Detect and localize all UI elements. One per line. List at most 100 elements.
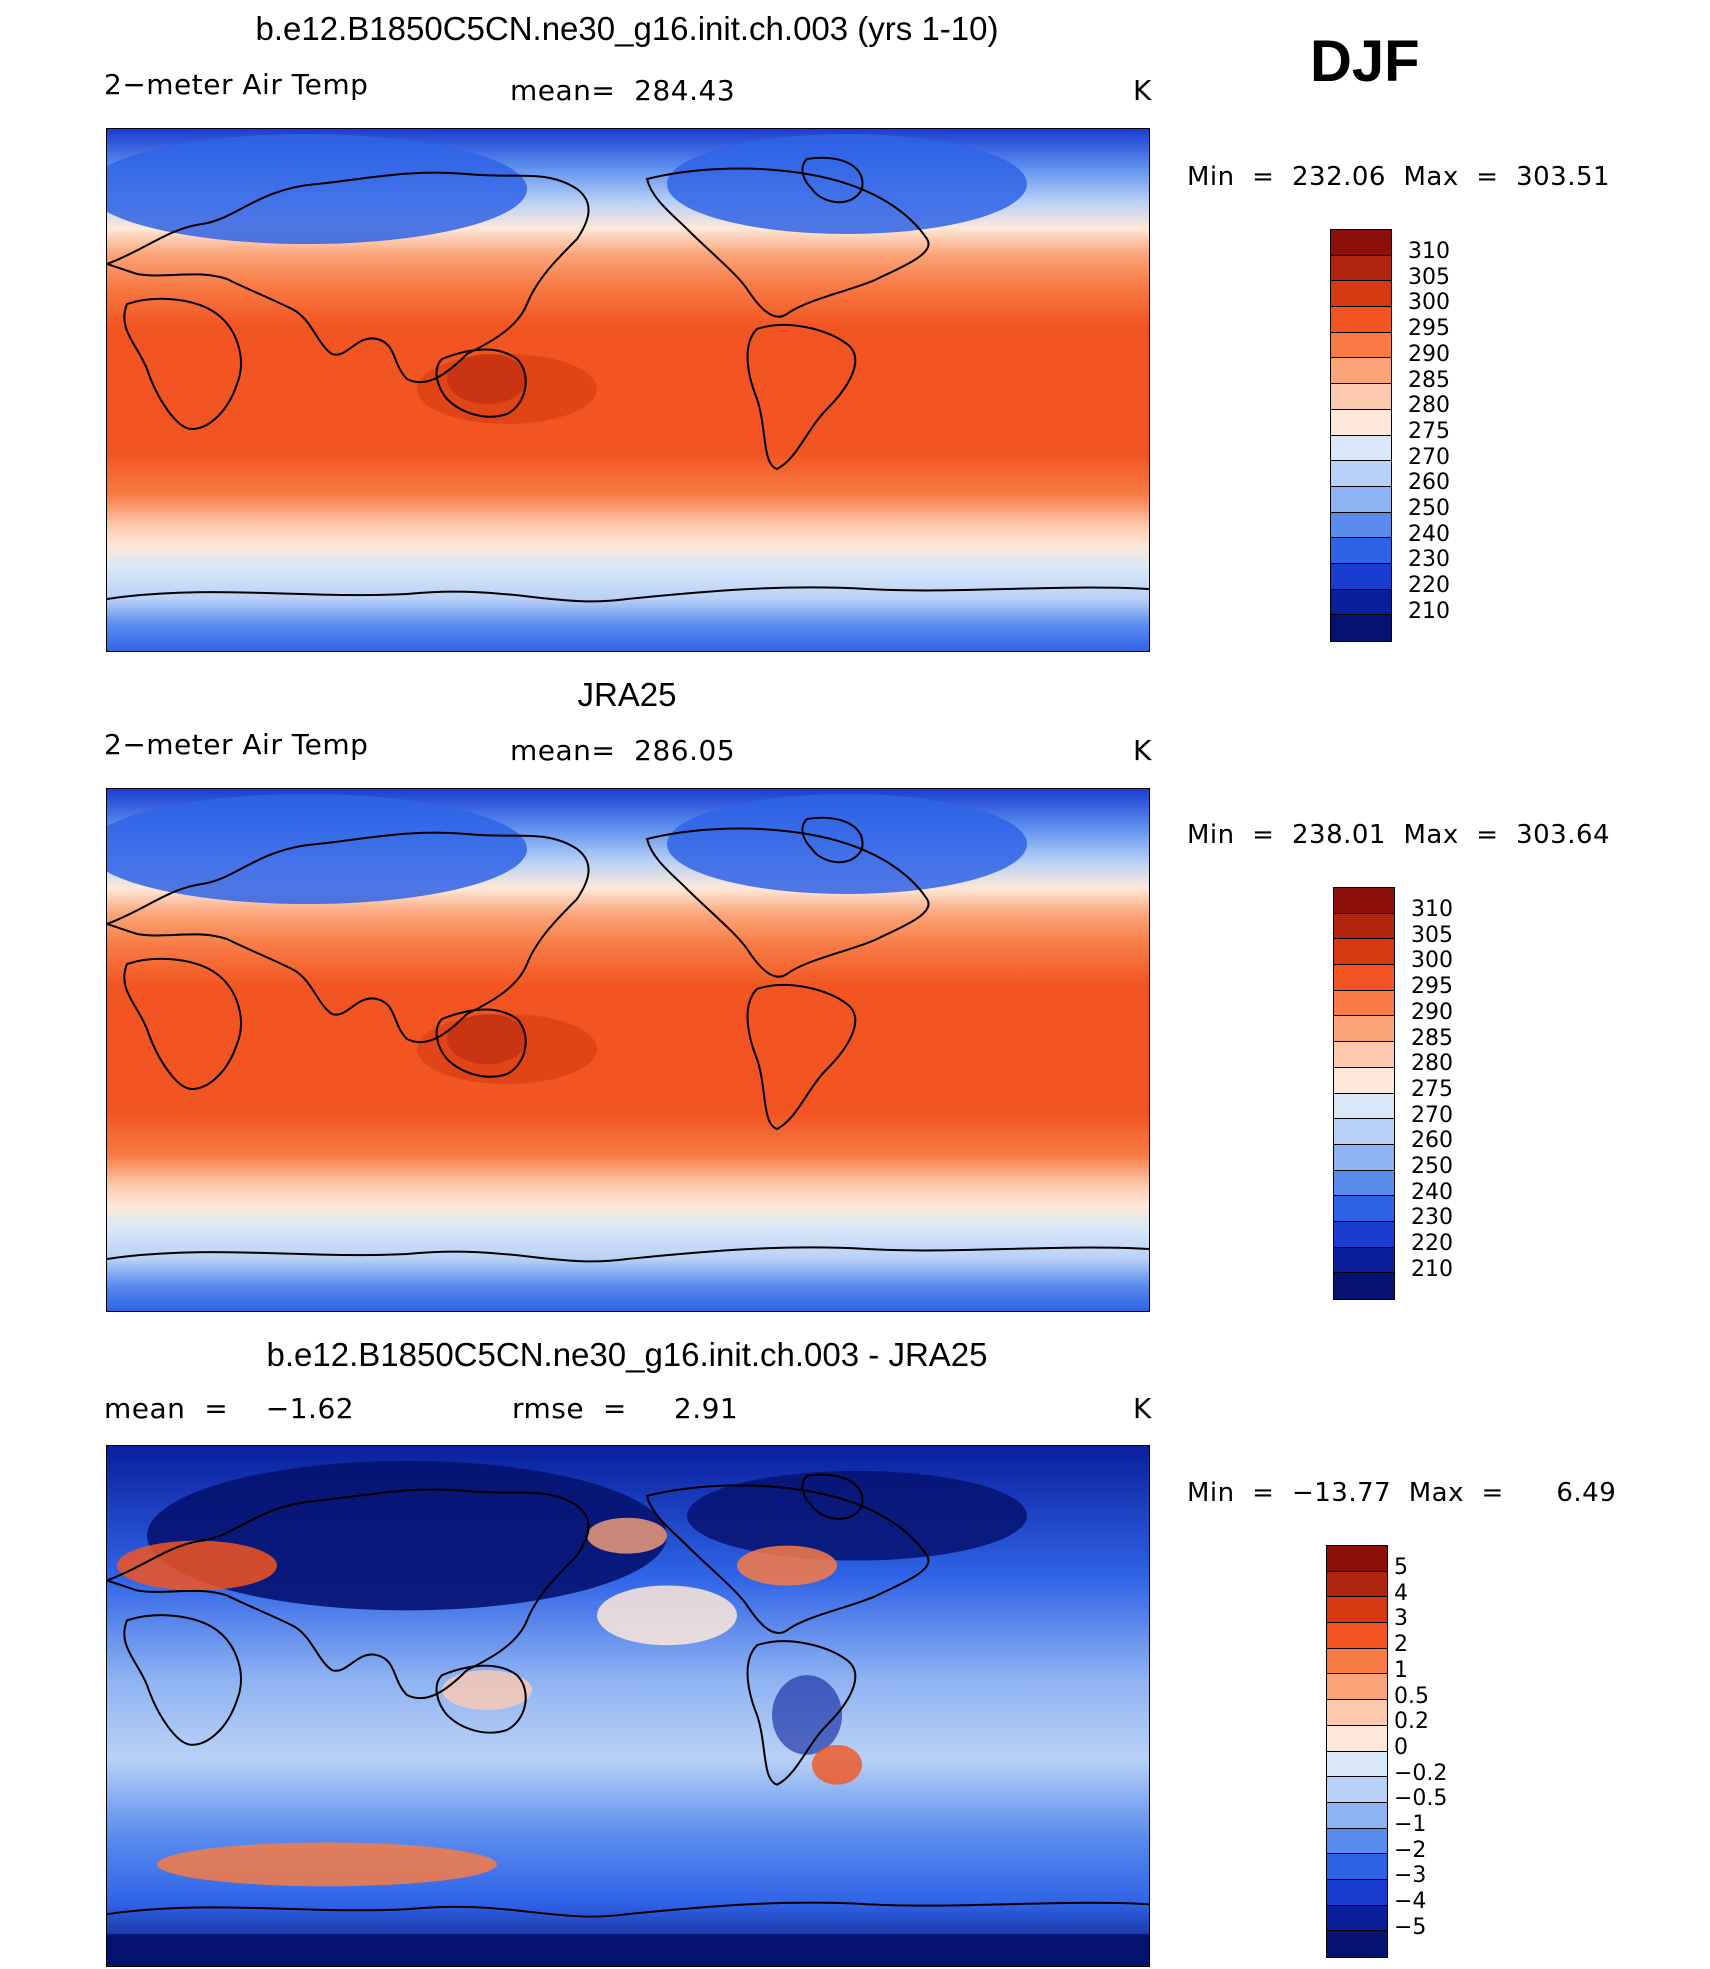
mean-label-model: mean= 284.43 [510,74,736,107]
colorbar-tick-label: 230 [1411,1205,1453,1231]
units-label-model: K [1133,74,1152,107]
colorbar-swatch [1331,307,1391,333]
colorbar-tick-label: 275 [1408,418,1450,444]
colorbar-swatch [1327,1700,1387,1726]
colorbar-swatch [1327,1854,1387,1880]
colorbar-diff [1326,1545,1388,1958]
rmse-label-diff: rmse = 2.91 [512,1392,739,1425]
colorbar-tick-label: 260 [1408,470,1450,496]
colorbar-tick-label: −0.5 [1394,1786,1448,1812]
colorbar-swatch [1334,1042,1394,1068]
colorbar-swatch [1331,512,1391,539]
colorbar-swatch [1334,913,1394,940]
colorbar-tick-label: 275 [1411,1076,1453,1102]
colorbar-tick-label: 0.2 [1394,1709,1429,1735]
colorbar-tick-label: 220 [1408,573,1450,599]
colorbar-tick-label: 260 [1411,1128,1453,1154]
colorbar-swatch [1331,615,1391,641]
colorbar-tick-label: 220 [1411,1231,1453,1257]
colorbar-swatch [1327,1751,1387,1778]
colorbar-swatch [1327,1674,1387,1701]
variable-label-model: 2−meter Air Temp [104,68,369,101]
colorbar-tick-label: 310 [1411,897,1453,922]
colorbar-tick-label: −4 [1394,1889,1427,1915]
colorbar-tick-label: 240 [1408,521,1450,547]
colorbar-swatch [1327,1597,1387,1624]
colorbar-swatch [1331,563,1391,590]
colorbar-swatch [1334,1093,1394,1120]
colorbar-swatch [1331,486,1391,513]
colorbar-swatch [1331,589,1391,616]
colorbar-tick-label: 4 [1394,1580,1408,1606]
colorbar-tick-label: 5 [1394,1555,1408,1580]
colorbar-swatch [1334,1247,1394,1274]
colorbar-tick-label: −2 [1394,1837,1427,1863]
colorbar-tick-label: 305 [1408,264,1450,290]
variable-label-obs: 2−meter Air Temp [104,728,369,761]
colorbar-tick-label: 1 [1394,1657,1408,1683]
colorbar-tick-label: 250 [1408,496,1450,521]
colorbar-tick-label: −1 [1394,1812,1427,1837]
colorbar-swatch [1334,1016,1394,1043]
colorbar-swatch [1331,230,1391,256]
colorbar-swatch [1334,990,1394,1017]
colorbar-swatch [1327,1879,1387,1906]
season-label: DJF [1310,29,1420,94]
colorbar-tick-label: 290 [1411,999,1453,1025]
colorbar-tick-label: 305 [1411,922,1453,948]
colorbar-swatch [1334,939,1394,966]
colorbar-swatch [1334,1144,1394,1171]
colorbar-swatch [1331,255,1391,282]
mean-label-obs: mean= 286.05 [510,734,736,767]
colorbar-tick-label: 295 [1411,974,1453,1000]
colorbar-tick-label: 0.5 [1394,1683,1429,1709]
colorbar-swatch [1334,1196,1394,1222]
panel-title-model: b.e12.B1850C5CN.ne30_g16.init.ch.003 (yr… [255,10,999,47]
colorbar-tick-label: 210 [1411,1256,1453,1282]
colorbar-tick-label: 285 [1411,1025,1453,1051]
map-model-field [107,129,1149,651]
colorbar-swatch [1331,461,1391,487]
colorbar-tick-label: 290 [1408,341,1450,367]
minmax-model: Min = 232.06 Max = 303.51 [1187,162,1611,192]
colorbar-tick-label: 210 [1408,598,1450,624]
colorbar-tick-label: 250 [1411,1154,1453,1179]
map-obs [106,788,1150,1312]
colorbar-swatch [1334,1170,1394,1197]
panel-title-obs: JRA25 [577,676,677,713]
colorbar-tick-label: 270 [1411,1102,1453,1128]
colorbar-tick-label: 230 [1408,547,1450,573]
colorbar-swatch [1327,1777,1387,1803]
colorbar-swatch [1327,1571,1387,1598]
colorbar-tick-label: −3 [1394,1863,1427,1889]
colorbar-swatch [1334,1221,1394,1248]
map-model [106,128,1150,652]
colorbar-swatch [1334,1273,1394,1299]
colorbar-swatch [1331,538,1391,564]
colorbar-tick-label: 310 [1408,239,1450,264]
colorbar-swatch [1331,358,1391,385]
colorbar-tick-label: 295 [1408,316,1450,342]
colorbar-swatch [1334,888,1394,914]
map-obs-field [107,789,1149,1311]
colorbar-swatch [1327,1931,1387,1957]
colorbar-model [1330,229,1392,642]
colorbar-swatch [1334,1119,1394,1145]
colorbar-tick-label: −5 [1394,1914,1427,1940]
colorbar-swatch [1331,281,1391,308]
colorbar-swatch [1327,1546,1387,1572]
colorbar-swatch [1327,1725,1387,1752]
colorbar-swatch [1331,384,1391,410]
colorbar-tick-label: 2 [1394,1632,1408,1658]
colorbar-tick-label: 300 [1411,948,1453,974]
minmax-diff: Min = −13.77 Max = 6.49 [1187,1478,1617,1508]
colorbar-tick-label: 0 [1394,1734,1408,1760]
colorbar-tick-label: 240 [1411,1179,1453,1205]
colorbar-tick-label: 285 [1408,367,1450,393]
map-diff-field [107,1446,1149,1966]
colorbar-swatch [1331,409,1391,436]
colorbar-swatch [1334,965,1394,991]
colorbar-swatch [1331,332,1391,359]
map-diff [106,1445,1150,1967]
units-label-obs: K [1133,734,1152,767]
